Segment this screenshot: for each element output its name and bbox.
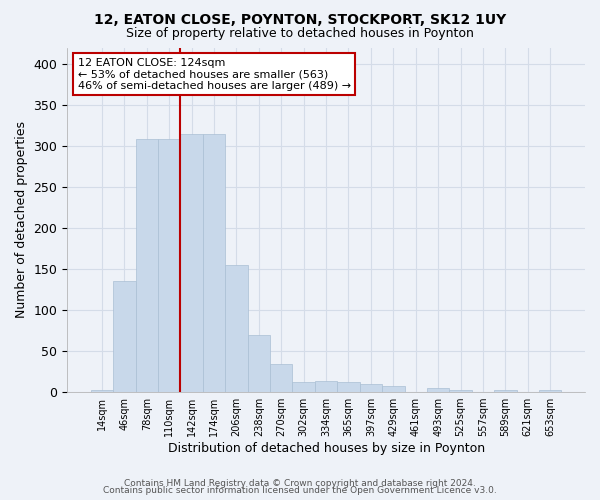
Bar bbox=[292, 382, 315, 392]
Bar bbox=[337, 382, 360, 392]
Text: 12 EATON CLOSE: 124sqm
← 53% of detached houses are smaller (563)
46% of semi-de: 12 EATON CLOSE: 124sqm ← 53% of detached… bbox=[77, 58, 350, 91]
Text: Contains public sector information licensed under the Open Government Licence v3: Contains public sector information licen… bbox=[103, 486, 497, 495]
Bar bbox=[158, 138, 181, 392]
Bar bbox=[203, 134, 225, 392]
Bar bbox=[225, 265, 248, 392]
Text: Size of property relative to detached houses in Poynton: Size of property relative to detached ho… bbox=[126, 28, 474, 40]
Bar bbox=[449, 390, 472, 392]
Bar bbox=[136, 138, 158, 392]
Bar bbox=[539, 390, 562, 392]
Text: Contains HM Land Registry data © Crown copyright and database right 2024.: Contains HM Land Registry data © Crown c… bbox=[124, 478, 476, 488]
Bar bbox=[270, 364, 292, 392]
Text: 12, EATON CLOSE, POYNTON, STOCKPORT, SK12 1UY: 12, EATON CLOSE, POYNTON, STOCKPORT, SK1… bbox=[94, 12, 506, 26]
Bar bbox=[181, 134, 203, 392]
Bar bbox=[382, 386, 404, 392]
Bar bbox=[91, 390, 113, 392]
Bar bbox=[315, 380, 337, 392]
Bar bbox=[427, 388, 449, 392]
Y-axis label: Number of detached properties: Number of detached properties bbox=[15, 122, 28, 318]
X-axis label: Distribution of detached houses by size in Poynton: Distribution of detached houses by size … bbox=[167, 442, 485, 455]
Bar bbox=[248, 334, 270, 392]
Bar bbox=[494, 390, 517, 392]
Bar bbox=[113, 280, 136, 392]
Bar bbox=[360, 384, 382, 392]
